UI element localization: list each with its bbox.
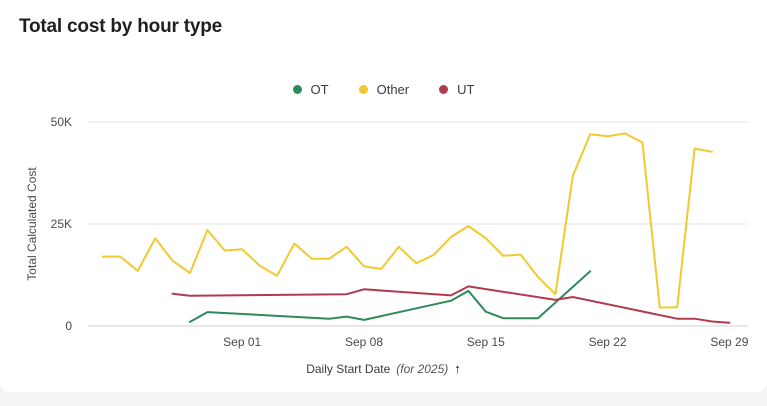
legend: OT Other UT [0, 82, 767, 97]
x-axis-label: Daily Start Date [306, 361, 391, 376]
x-tick-label: Sep 15 [467, 335, 505, 349]
legend-swatch-ot [292, 85, 302, 94]
chart-card: Total cost by hour type OT Other UT 0 25K… [0, 0, 767, 392]
legend-label-ot: OT [310, 82, 329, 97]
legend-item-ut[interactable]: UT [439, 82, 474, 97]
series-line-other [102, 132, 713, 309]
x-tick-label: Sep 29 [710, 335, 748, 349]
series-line-ot [189, 270, 592, 323]
chart-title: Total cost by hour type [19, 16, 223, 37]
y-tick-label: 50K [51, 115, 72, 129]
legend-item-ot[interactable]: OT [292, 82, 329, 97]
x-axis-label-note: (for 2025) [396, 361, 449, 376]
legend-swatch-ut [439, 85, 449, 94]
sort-arrow-up-icon[interactable]: ↑ [454, 361, 461, 376]
legend-swatch-other [358, 85, 368, 94]
legend-item-other[interactable]: Other [358, 82, 410, 97]
legend-label-ut: UT [457, 82, 475, 97]
y-tick-label: 0 [65, 319, 72, 333]
x-axis-title: Daily Start Date (for 2025) ↑ [0, 361, 767, 376]
x-tick-label: Sep 01 [223, 335, 261, 349]
x-tick-label: Sep 22 [589, 335, 627, 349]
x-tick-label: Sep 08 [345, 335, 383, 349]
y-tick-label: 25K [51, 217, 72, 231]
y-axis-label: Total Calculated Cost [25, 167, 39, 281]
legend-label-other: Other [376, 82, 410, 97]
line-chart: 0 25K 50K Sep 01 Sep 08 Sep 15 Sep 22 Sep 29 Tot… [25, 115, 749, 349]
series-line-ut [171, 285, 731, 324]
